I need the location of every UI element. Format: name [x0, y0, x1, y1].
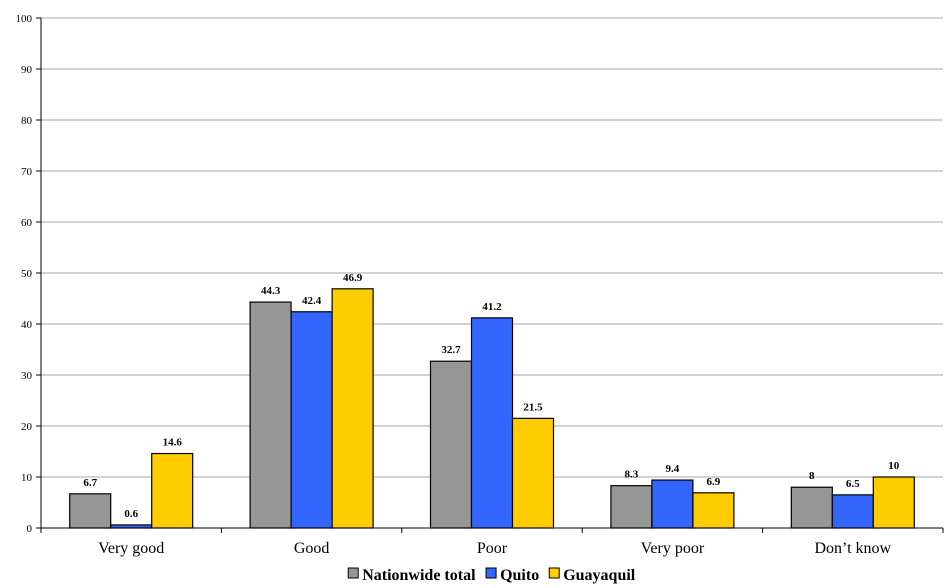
legend-label: Guayaquil	[563, 567, 636, 584]
category-label: Very good	[98, 540, 164, 557]
bar	[151, 452, 194, 529]
y-axis-tick-labels: 0 10 20 30 40 50 60 70 80 90 100	[16, 13, 41, 535]
bar	[331, 288, 374, 529]
bar	[511, 417, 555, 529]
y-tick-label: 60	[21, 217, 33, 229]
bar	[470, 317, 514, 529]
bars: 6.7 0.6 14.6 44.3 42.4 46.9 32.7 41.2 21.5 8.3 9.4…	[69, 272, 915, 529]
bar	[651, 479, 694, 529]
bar	[429, 360, 473, 529]
category-label: Don’t know	[815, 540, 892, 557]
y-tick-label: 30	[21, 370, 33, 382]
legend-label: Quito	[500, 567, 539, 584]
data-label: 42.4	[302, 295, 322, 307]
data-label: 10	[888, 460, 900, 472]
data-label: 32.7	[441, 344, 461, 356]
y-tick-label: 90	[21, 64, 33, 76]
data-label: 8.3	[625, 469, 639, 481]
y-tick-label: 80	[21, 115, 33, 127]
bar	[872, 476, 915, 529]
data-label: 6.7	[83, 477, 97, 489]
data-label: 14.6	[163, 437, 183, 449]
bar	[831, 494, 874, 529]
bar	[69, 493, 112, 529]
data-label: 0.6	[124, 508, 138, 520]
data-label: 9.4	[666, 463, 680, 475]
category-label: Very poor	[641, 540, 705, 557]
bar	[692, 492, 735, 529]
legend-swatch	[485, 567, 497, 579]
axes	[40, 18, 944, 533]
category-label: Poor	[477, 540, 508, 557]
data-label: 44.3	[261, 285, 281, 297]
bar	[290, 311, 333, 529]
data-label: 8	[809, 470, 815, 482]
legend-label: Nationwide total	[362, 567, 476, 584]
y-tick-label: 10	[21, 472, 33, 484]
y-tick-label: 50	[21, 268, 33, 280]
bar	[610, 485, 653, 529]
data-label: 6.9	[707, 476, 721, 488]
category-labels: Very good Good Poor Very poor Don’t know	[98, 540, 891, 557]
y-tick-label: 100	[16, 13, 33, 25]
category-label: Good	[294, 540, 330, 557]
y-tick-label: 20	[21, 421, 33, 433]
legend-swatch	[347, 567, 359, 579]
data-label: 41.2	[482, 301, 502, 313]
legend: Nationwide total Quito Guayaquil	[347, 567, 636, 584]
y-tick-label: 40	[21, 319, 33, 331]
y-tick-label: 70	[21, 166, 33, 178]
y-tick-label: 0	[27, 523, 33, 535]
legend-swatch	[548, 567, 560, 579]
data-label: 46.9	[343, 272, 363, 284]
gridlines	[41, 17, 943, 478]
bar	[790, 486, 833, 529]
data-label: 6.5	[846, 478, 860, 490]
bar	[249, 301, 292, 529]
data-label: 21.5	[523, 401, 543, 413]
